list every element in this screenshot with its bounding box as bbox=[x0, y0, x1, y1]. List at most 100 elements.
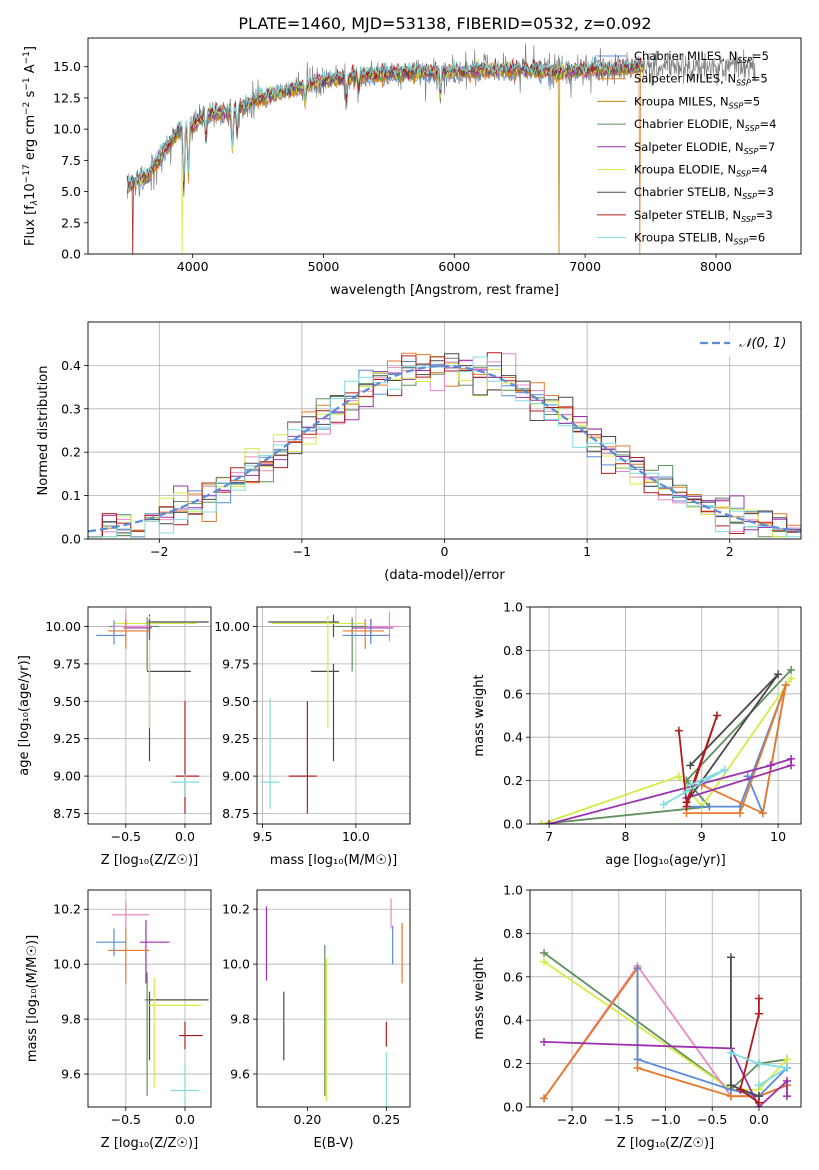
x-tick-label: 0.0 bbox=[175, 829, 195, 844]
weight-marker bbox=[682, 802, 691, 811]
weight-marker bbox=[781, 681, 790, 690]
weight-marker bbox=[766, 761, 775, 770]
y-tick-label: 9.50 bbox=[53, 694, 81, 709]
errorbar-point bbox=[96, 928, 126, 956]
x-tick-label: 10 bbox=[770, 829, 786, 844]
x-tick-label: −1.5 bbox=[604, 1112, 634, 1127]
weight-marker bbox=[686, 780, 695, 789]
plot-area-mass-vs-Z bbox=[96, 900, 209, 1105]
weight-marker bbox=[726, 1048, 735, 1057]
y-axis-label: Flux [fλ10−17 erg cm−2 s−1 A−1] bbox=[22, 46, 40, 246]
weight-marker bbox=[545, 820, 554, 824]
model-spectrum-salpeter-miles bbox=[126, 63, 645, 254]
errorbar-point bbox=[342, 618, 384, 649]
y-tick-label: 9.8 bbox=[230, 1012, 250, 1027]
x-axis-label: E(B-V) bbox=[313, 1136, 353, 1151]
x-tick-label: 0.0 bbox=[749, 1112, 769, 1127]
y-axis-label: Normed distribution bbox=[36, 366, 51, 496]
y-tick-label: 0.6 bbox=[503, 969, 523, 984]
weight-line-chabrier-stelib bbox=[730, 957, 760, 1098]
errorbar-point bbox=[144, 972, 150, 1097]
errorbar-point bbox=[108, 618, 150, 649]
y-tick-label: 0.0 bbox=[61, 247, 81, 262]
y-tick-label: 0.0 bbox=[503, 1100, 523, 1115]
weight-marker bbox=[735, 809, 744, 818]
errorbar-point bbox=[148, 977, 202, 1088]
x-tick-label: −1.0 bbox=[650, 1112, 680, 1127]
weight-line-kroupa-stelib bbox=[663, 768, 726, 806]
weight-marker bbox=[754, 994, 763, 1003]
x-tick-label: 0.20 bbox=[294, 1112, 322, 1127]
y-tick-label: 8.75 bbox=[53, 806, 81, 821]
legend-label: Salpeter STELIB, NSSP=3 bbox=[634, 208, 773, 224]
weight-marker bbox=[726, 1081, 735, 1090]
weight-marker bbox=[537, 820, 546, 824]
weight-marker bbox=[633, 1063, 642, 1072]
y-tick-label: 10.0 bbox=[222, 957, 250, 972]
weight-marker bbox=[754, 1009, 763, 1018]
weight-marker bbox=[633, 964, 642, 973]
y-tick-label: 0.0 bbox=[61, 532, 81, 547]
axes-frame bbox=[256, 606, 411, 825]
weight-marker bbox=[540, 957, 549, 966]
weight-line-chabrier-elodie bbox=[541, 669, 792, 824]
plot-area-weight-vs-Z bbox=[540, 948, 791, 1107]
weight-marker bbox=[754, 1081, 763, 1090]
x-tick-label: 7 bbox=[545, 829, 553, 844]
plot-area-mass-vs-EBV bbox=[265, 898, 403, 1107]
axes-frame bbox=[529, 606, 802, 825]
chart-panels: 4000 5000 6000 7000 80000.02.55.07.510.012.5… bbox=[17, 37, 802, 1151]
errorbar-point bbox=[288, 701, 317, 814]
model-spectrum-chabrier-miles bbox=[126, 64, 645, 199]
y-tick-label: 8.75 bbox=[222, 806, 250, 821]
errorbar-point bbox=[367, 611, 399, 642]
weight-marker bbox=[782, 1063, 791, 1072]
errorbar-point bbox=[170, 774, 200, 798]
y-tick-label: 9.00 bbox=[222, 769, 250, 784]
y-tick-label: 9.6 bbox=[61, 1067, 81, 1082]
errorbar-point bbox=[352, 618, 394, 640]
model-spectrum-kroupa-stelib bbox=[126, 56, 645, 189]
y-tick-label: 10.0 bbox=[53, 957, 81, 972]
figure-title: PLATE=1460, MJD=53138, FIBERID=0532, z=0… bbox=[238, 14, 651, 33]
errorbar-point bbox=[111, 611, 150, 642]
plot-area-residuals bbox=[88, 352, 801, 538]
weight-marker bbox=[682, 787, 691, 796]
errorbar-point bbox=[170, 1063, 200, 1105]
y-tick-label: 0.6 bbox=[503, 686, 523, 701]
x-tick-label: −0.5 bbox=[697, 1112, 727, 1127]
weight-line-salpeter-stelib bbox=[739, 998, 760, 1104]
x-axis-label: mass [log₁₀(M/M☉)] bbox=[270, 853, 397, 868]
spectrum-legend: Chabrier MILES, NSSP=5 Salpeter MILES, NS… bbox=[597, 49, 776, 247]
legend-label: 𝒩(0, 1) bbox=[739, 336, 786, 351]
weight-marker bbox=[782, 1076, 791, 1085]
plot-area-age-vs-mass bbox=[260, 611, 399, 814]
y-axis-label: mass weight bbox=[472, 957, 487, 1039]
y-tick-label: 0.8 bbox=[503, 643, 523, 658]
axes-frame bbox=[256, 889, 411, 1108]
y-tick-label: 0.4 bbox=[503, 730, 523, 745]
plot-area-age-vs-Z bbox=[96, 611, 209, 814]
x-tick-label: 9 bbox=[698, 829, 706, 844]
y-axis-label: age [log₁₀(age/yr)] bbox=[17, 655, 32, 776]
weight-marker bbox=[659, 800, 668, 809]
x-axis-label: wavelength [Angstrom, rest frame] bbox=[330, 283, 559, 298]
errorbar-point bbox=[147, 663, 191, 762]
y-tick-label: 1.0 bbox=[503, 600, 523, 615]
axes-frame-age-vs-mass bbox=[256, 606, 411, 825]
y-axis-label: mass weight bbox=[472, 674, 487, 756]
x-tick-label: −0.5 bbox=[111, 829, 141, 844]
errorbar-point bbox=[108, 928, 150, 984]
y-axis-label: mass [log₁₀(M/M☉)] bbox=[25, 935, 40, 1062]
weight-marker bbox=[726, 953, 735, 962]
panel-residuals: −2 −1 0 1 2 0.0 0.1 0.2 0.3 0.4 𝒩(0, 1) (data-model… bbox=[36, 321, 802, 583]
axes-frame-weight-vs-Z bbox=[529, 889, 802, 1108]
y-tick-label: 15.0 bbox=[53, 59, 81, 74]
weight-marker bbox=[774, 670, 783, 679]
errorbar-point bbox=[111, 900, 150, 929]
weight-line-salpeter-miles bbox=[543, 965, 788, 1099]
x-tick-label: 0 bbox=[441, 544, 449, 559]
gaussian-reference-curve bbox=[88, 364, 801, 533]
weight-marker bbox=[782, 1055, 791, 1064]
panel-weight-vs-Z: −2.0 −1.5 −1.0 −0.5 0.0 0.0 0.2 0.4 0.6 0.8 1.0 mas… bbox=[472, 883, 802, 1151]
